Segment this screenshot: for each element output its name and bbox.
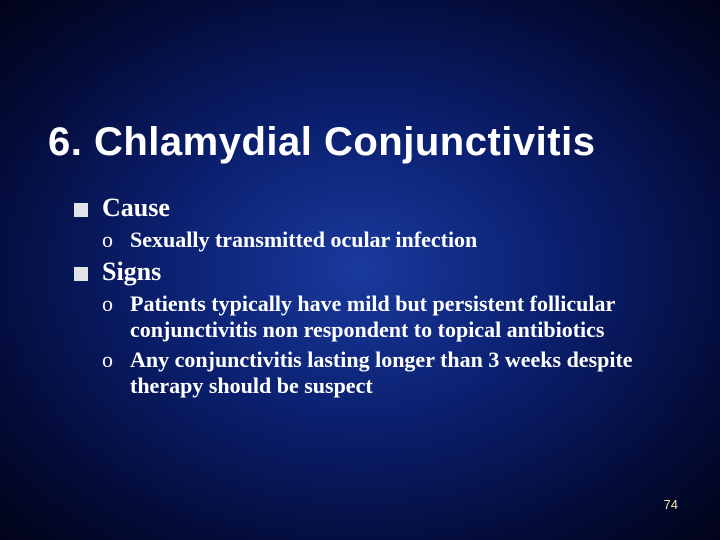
hollow-circle-icon: o xyxy=(102,291,113,317)
sub-bullet: o Patients typically have mild but persi… xyxy=(102,291,672,343)
hollow-circle-icon: o xyxy=(102,227,113,253)
bullet-cause: Cause xyxy=(74,193,672,223)
page-number: 74 xyxy=(664,497,678,512)
hollow-circle-icon: o xyxy=(102,347,113,373)
slide-content: Cause o Sexually transmitted ocular infe… xyxy=(0,185,720,399)
sub-bullet-text: Patients typically have mild but persist… xyxy=(130,291,672,343)
sub-bullet: o Sexually transmitted ocular infection xyxy=(102,227,672,253)
sub-bullet-text: Any conjunctivitis lasting longer than 3… xyxy=(130,347,672,399)
bullet-signs: Signs xyxy=(74,257,672,287)
bullet-label: Signs xyxy=(102,257,161,286)
slide-title: 6. Chlamydial Conjunctivitis xyxy=(0,0,720,185)
sub-bullet: o Any conjunctivitis lasting longer than… xyxy=(102,347,672,399)
bullet-label: Cause xyxy=(102,193,170,222)
sub-bullet-text: Sexually transmitted ocular infection xyxy=(130,227,672,253)
slide: 6. Chlamydial Conjunctivitis Cause o Sex… xyxy=(0,0,720,540)
